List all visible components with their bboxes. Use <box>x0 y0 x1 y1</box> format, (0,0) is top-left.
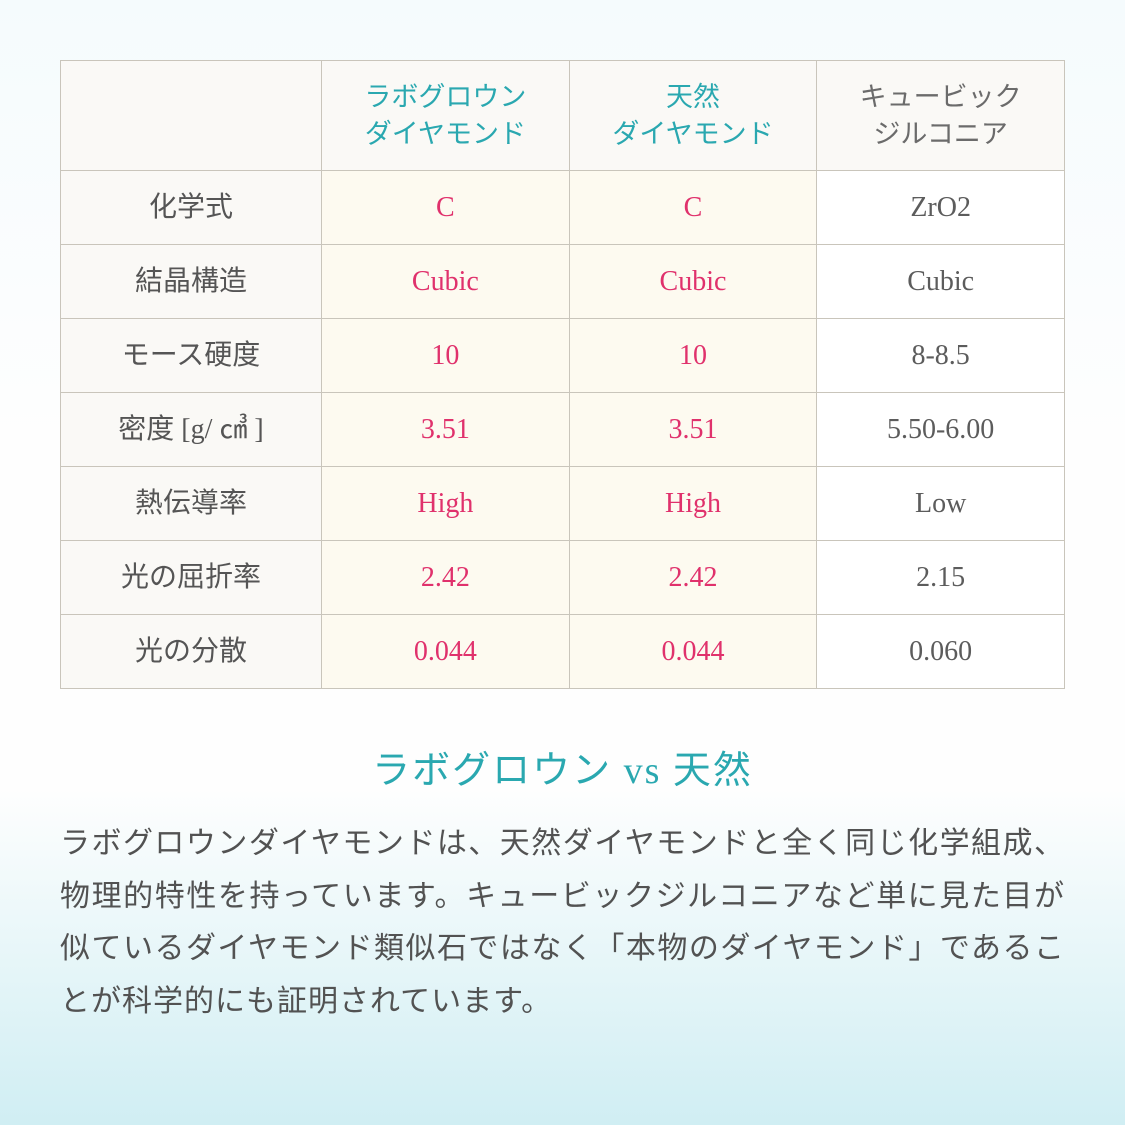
table-row: 結晶構造 Cubic Cubic Cubic <box>61 245 1065 319</box>
cell-lab: 2.42 <box>322 541 570 615</box>
row-label: 光の分散 <box>61 615 322 689</box>
table-row: 光の分散 0.044 0.044 0.060 <box>61 615 1065 689</box>
table-body: 化学式 C C ZrO2 結晶構造 Cubic Cubic Cubic モース硬… <box>61 171 1065 689</box>
table-header-row: ラボグロウンダイヤモンド 天然ダイヤモンド キュービックジルコニア <box>61 61 1065 171</box>
table-row: 化学式 C C ZrO2 <box>61 171 1065 245</box>
cell-lab: C <box>322 171 570 245</box>
row-label: 結晶構造 <box>61 245 322 319</box>
cell-cz: 5.50-6.00 <box>817 393 1065 467</box>
cell-cz: Low <box>817 467 1065 541</box>
header-natural: 天然ダイヤモンド <box>569 61 817 171</box>
table-row: 密度 [g/ ㎤ ] 3.51 3.51 5.50-6.00 <box>61 393 1065 467</box>
body-paragraph: ラボグロウンダイヤモンドは、天然ダイヤモンドと全く同じ化学組成、物理的特性を持っ… <box>60 818 1065 1028</box>
cell-cz: Cubic <box>817 245 1065 319</box>
cell-lab: High <box>322 467 570 541</box>
cell-nat: 3.51 <box>569 393 817 467</box>
cell-nat: C <box>569 171 817 245</box>
table-row: モース硬度 10 10 8-8.5 <box>61 319 1065 393</box>
row-label: 光の屈折率 <box>61 541 322 615</box>
row-label: 化学式 <box>61 171 322 245</box>
header-cz: キュービックジルコニア <box>817 61 1065 171</box>
header-blank <box>61 61 322 171</box>
cell-nat: Cubic <box>569 245 817 319</box>
cell-cz: 0.060 <box>817 615 1065 689</box>
section-caption: ラボグロウン vs 天然 <box>60 739 1065 794</box>
table-row: 熱伝導率 High High Low <box>61 467 1065 541</box>
cell-nat: High <box>569 467 817 541</box>
cell-lab: 0.044 <box>322 615 570 689</box>
row-label: 密度 [g/ ㎤ ] <box>61 393 322 467</box>
cell-lab: Cubic <box>322 245 570 319</box>
table-row: 光の屈折率 2.42 2.42 2.15 <box>61 541 1065 615</box>
comparison-table: ラボグロウンダイヤモンド 天然ダイヤモンド キュービックジルコニア 化学式 C … <box>60 60 1065 689</box>
row-label: モース硬度 <box>61 319 322 393</box>
cell-nat: 0.044 <box>569 615 817 689</box>
cell-lab: 10 <box>322 319 570 393</box>
row-label: 熱伝導率 <box>61 467 322 541</box>
cell-nat: 10 <box>569 319 817 393</box>
comparison-table-container: ラボグロウンダイヤモンド 天然ダイヤモンド キュービックジルコニア 化学式 C … <box>60 60 1065 689</box>
cell-cz: 8-8.5 <box>817 319 1065 393</box>
cell-nat: 2.42 <box>569 541 817 615</box>
cell-cz: ZrO2 <box>817 171 1065 245</box>
header-labgrown: ラボグロウンダイヤモンド <box>322 61 570 171</box>
cell-cz: 2.15 <box>817 541 1065 615</box>
cell-lab: 3.51 <box>322 393 570 467</box>
